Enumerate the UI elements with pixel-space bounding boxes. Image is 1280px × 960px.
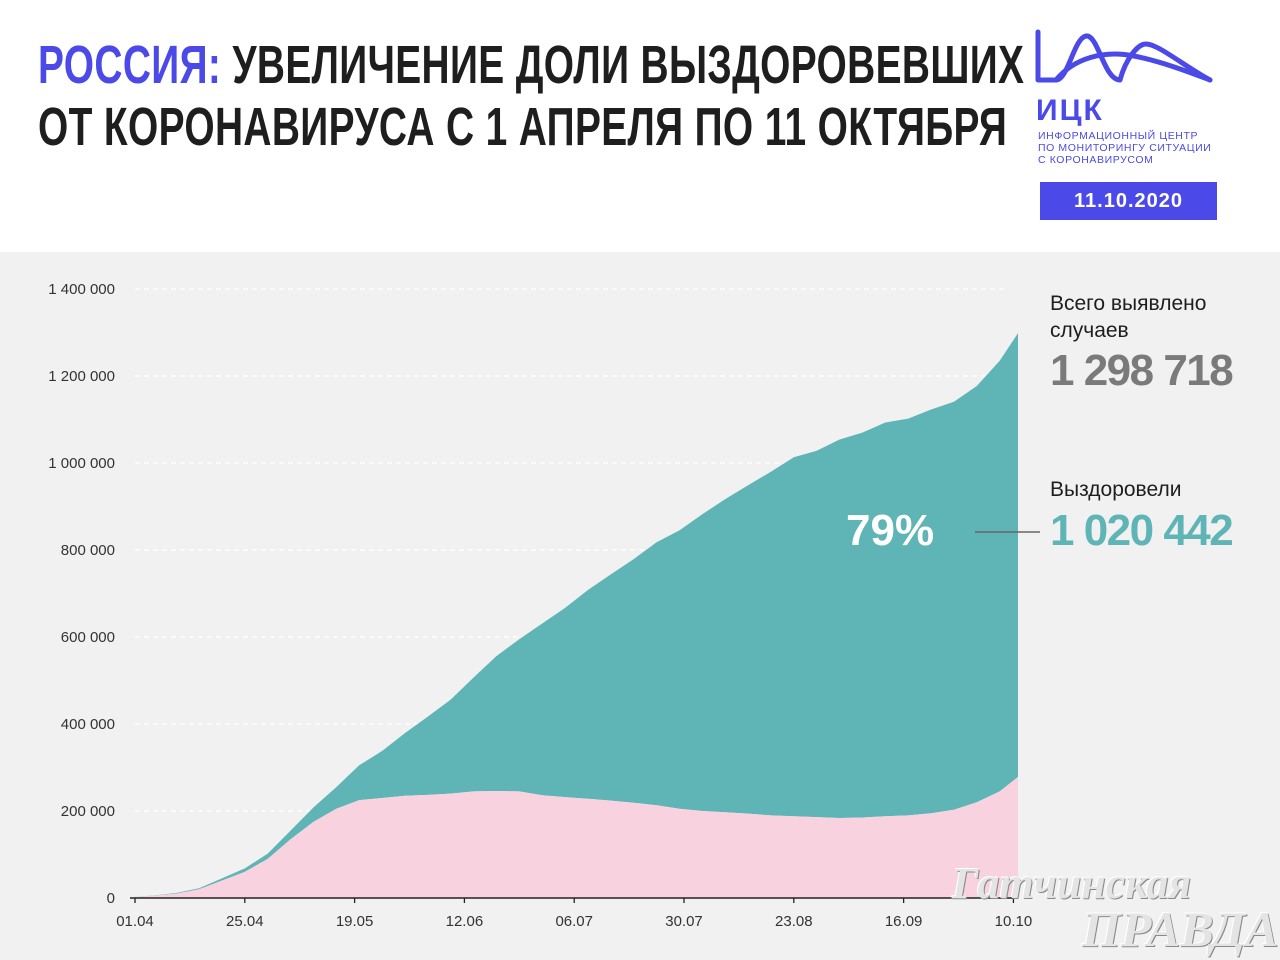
x-axis-ticks: 01.04 25.04 19.05 12.06 06.07 30.07 23.08 16.09… — [116, 897, 1033, 930]
logo-wave-icon — [1035, 29, 1213, 83]
page-title: РОССИЯ: УВЕЛИЧЕНИЕ ДОЛИ ВЫЗДОРОВЕВШИХ ОТ … — [38, 34, 1024, 158]
area-chart: 0 200 000 400 000 600 000 800 000 1 000 000 1 … — [48, 281, 1040, 930]
y-tick-label: 1 400 000 — [48, 281, 115, 298]
series-areas — [135, 333, 1018, 898]
y-tick-label: 600 000 — [61, 629, 115, 646]
date-badge: 11.10.2020 — [1040, 182, 1217, 220]
logo-wordmark: ИЦК — [1036, 94, 1104, 127]
x-tick-label: 06.07 — [555, 913, 593, 930]
y-tick-label: 1 000 000 — [48, 455, 115, 472]
x-tick-label: 01.04 — [116, 913, 154, 930]
total-cases-value: 1 298 718 — [1050, 346, 1234, 395]
y-tick-label: 400 000 — [61, 716, 115, 733]
title-line1: УВЕЛИЧЕНИЕ ДОЛИ ВЫЗДОРОВЕВШИХ — [221, 35, 1025, 95]
recovered-percent: 79% — [846, 506, 935, 555]
x-tick-label: 25.04 — [226, 913, 264, 930]
total-cases-label: Всего выявлено случаев — [1050, 292, 1207, 342]
x-tick-label: 16.09 — [885, 913, 923, 930]
y-axis-ticks: 0 200 000 400 000 600 000 800 000 1 000 000 1 … — [48, 281, 115, 907]
x-tick-label: 10.10 — [995, 913, 1033, 930]
chart-panel: 0 200 000 400 000 600 000 800 000 1 000 000 1 … — [0, 252, 1280, 960]
x-tick-label: 23.08 — [775, 913, 813, 930]
x-tick-label: 19.05 — [336, 913, 374, 930]
series-area-active — [135, 776, 1018, 898]
x-tick-label: 30.07 — [665, 913, 703, 930]
logo-subtitle-line: С КОРОНАВИРУСОМ — [1038, 154, 1154, 166]
header: РОССИЯ: УВЕЛИЧЕНИЕ ДОЛИ ВЫЗДОРОВЕВШИХ ОТ … — [0, 0, 1280, 252]
logo-subtitle: ИНФОРМАЦИОННЫЙ ЦЕНТР ПО МОНИТОРИНГУ СИТУ… — [1038, 130, 1238, 166]
y-tick-label: 200 000 — [61, 803, 115, 820]
title-accent: РОССИЯ: — [38, 35, 222, 95]
x-tick-label: 12.06 — [446, 913, 484, 930]
series-area-recovered — [135, 333, 1018, 897]
y-tick-label: 1 200 000 — [48, 368, 115, 385]
watermark-line2: ПРАВДА — [1082, 901, 1279, 957]
recovered-value: 1 020 442 — [1050, 506, 1234, 555]
y-tick-label: 0 — [107, 890, 115, 907]
title-line2: ОТ КОРОНАВИРУСА С 1 АПРЕЛЯ ПО 11 ОКТЯБРЯ — [38, 97, 1008, 157]
y-tick-label: 800 000 — [61, 542, 115, 559]
watermark-line1: Гатчинская — [952, 859, 1192, 908]
logo-subtitle-line: ИНФОРМАЦИОННЫЙ ЦЕНТР — [1038, 130, 1199, 142]
logo-subtitle-line: ПО МОНИТОРИНГУ СИТУАЦИИ — [1038, 142, 1212, 154]
recovered-label: Выздоровели — [1050, 478, 1182, 501]
